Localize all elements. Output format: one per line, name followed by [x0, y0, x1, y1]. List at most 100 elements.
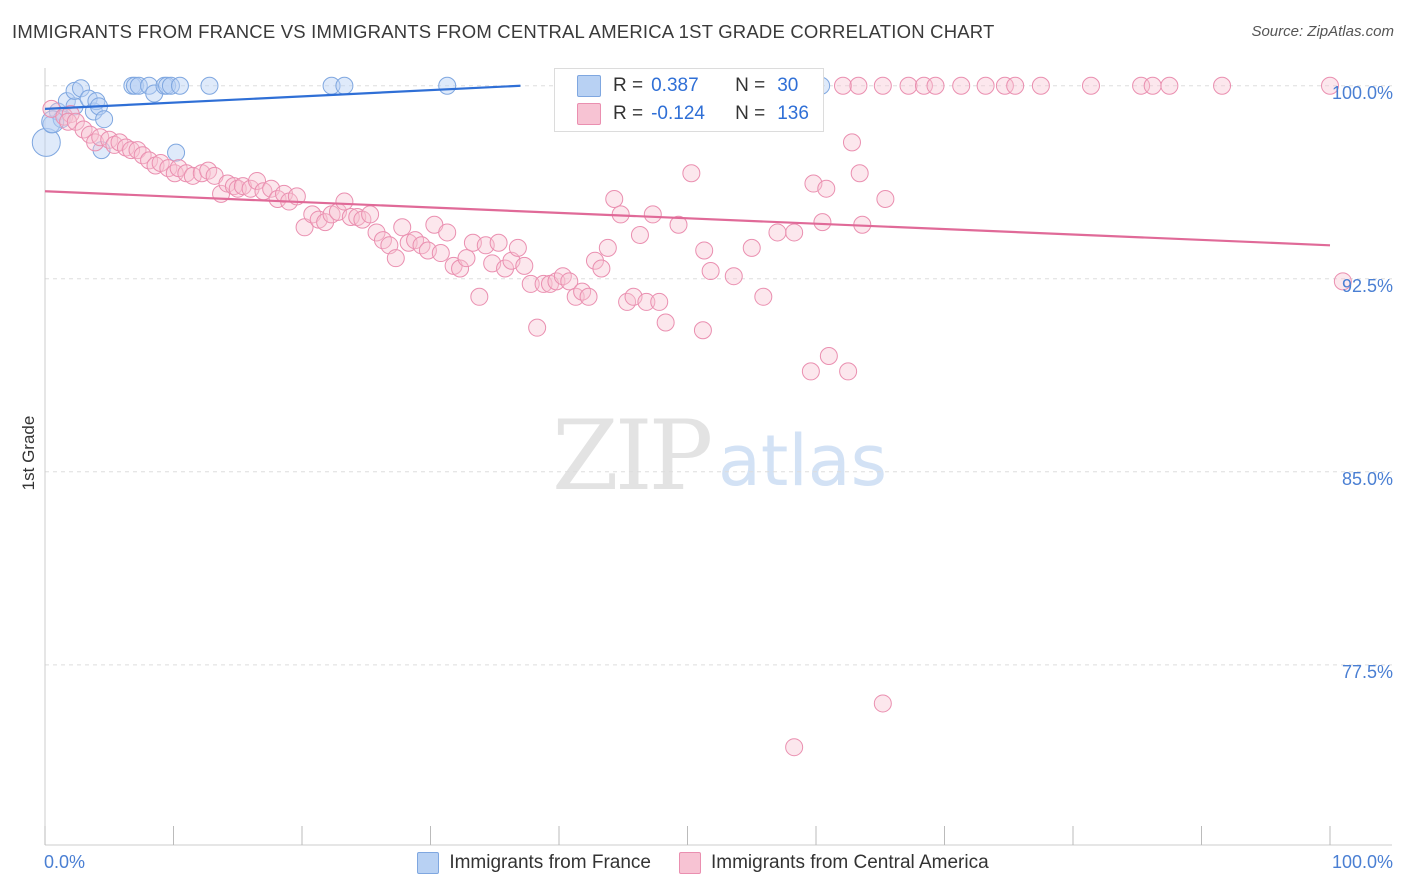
- point-central-america: [833, 76, 852, 95]
- legend-n-value: 136: [777, 103, 809, 124]
- point-central-america: [560, 272, 579, 291]
- legend-r-label: R =: [613, 103, 644, 124]
- point-central-america: [899, 76, 918, 95]
- point-central-america: [228, 179, 247, 198]
- point-france: [71, 79, 90, 98]
- correlation-legend: R = 0.387 N = 30 R = -0.124 N = 136: [554, 68, 824, 132]
- point-central-america: [842, 133, 861, 152]
- point-france: [170, 76, 189, 95]
- point-central-america: [876, 189, 895, 208]
- watermark-zip: ZIP: [552, 400, 713, 512]
- point-central-america: [952, 76, 971, 95]
- legend-swatch-central-america: [577, 103, 601, 125]
- point-central-america: [1081, 76, 1100, 95]
- point-central-america: [489, 233, 508, 252]
- point-central-america: [754, 287, 773, 306]
- point-central-america: [1321, 76, 1339, 95]
- point-central-america: [579, 287, 598, 306]
- legend-swatch-france: [417, 852, 440, 874]
- point-central-america: [508, 238, 527, 257]
- point-central-america: [86, 133, 105, 152]
- point-central-america: [873, 76, 892, 95]
- point-central-america: [100, 130, 119, 149]
- y-tick-label: 92.5%: [1341, 275, 1393, 296]
- point-central-america: [1031, 76, 1050, 95]
- point-central-america: [66, 112, 85, 131]
- x-tick-label: 0.0%: [44, 852, 86, 872]
- point-central-america: [528, 318, 547, 337]
- point-france: [200, 76, 219, 95]
- trendline-central-america: [44, 190, 1331, 247]
- point-central-america: [693, 321, 712, 340]
- point-central-america: [849, 76, 868, 95]
- point-central-america: [817, 179, 836, 198]
- point-central-america: [470, 287, 489, 306]
- point-central-america: [701, 262, 720, 281]
- trendline-france: [44, 84, 521, 111]
- point-france: [125, 76, 144, 95]
- y-tick-label: 100.0%: [1331, 82, 1393, 103]
- y-tick-label: 85.0%: [1341, 468, 1393, 489]
- point-central-america: [361, 205, 380, 224]
- point-france: [167, 143, 186, 162]
- legend-label-central-america: Immigrants from Central America: [710, 852, 989, 873]
- point-central-america: [598, 238, 617, 257]
- point-central-america: [393, 218, 412, 237]
- legend-n-label: N =: [735, 103, 766, 124]
- point-central-america: [785, 223, 804, 242]
- legend-n-value: 30: [777, 75, 799, 96]
- legend-swatch-central-america: [678, 852, 701, 874]
- point-central-america: [451, 259, 470, 278]
- point-central-america: [630, 226, 649, 245]
- point-central-america: [457, 249, 476, 268]
- point-central-america: [116, 138, 135, 157]
- point-central-america: [122, 141, 141, 160]
- point-central-america: [682, 164, 701, 183]
- point-central-america: [128, 141, 147, 160]
- point-france: [129, 76, 148, 95]
- point-central-america: [1213, 76, 1232, 95]
- point-central-america: [1006, 76, 1025, 95]
- series-legend: Immigrants from France Immigrants from C…: [0, 852, 1406, 874]
- point-central-america: [1160, 76, 1179, 95]
- legend-r-label: R =: [613, 75, 644, 96]
- legend-item-france[interactable]: Immigrants from France: [417, 852, 651, 874]
- point-central-america: [521, 274, 540, 293]
- point-france: [158, 76, 177, 95]
- point-central-america: [695, 241, 714, 260]
- point-central-america: [813, 213, 832, 232]
- legend-swatch-france: [577, 75, 601, 97]
- point-central-america: [248, 171, 267, 190]
- legend-r-value: -0.124: [651, 103, 705, 124]
- point-central-america: [1143, 76, 1162, 95]
- y-tick-label: 77.5%: [1341, 661, 1393, 682]
- source-credit: Source: ZipAtlas.com: [1251, 23, 1394, 40]
- point-central-america: [724, 267, 743, 286]
- watermark-atlas: atlas: [718, 420, 888, 502]
- point-france: [335, 76, 354, 95]
- point-central-america: [650, 292, 669, 311]
- point-central-america: [515, 256, 534, 275]
- point-central-america: [643, 205, 662, 224]
- point-central-america: [637, 292, 656, 311]
- point-central-america: [801, 362, 820, 381]
- point-central-america: [431, 244, 450, 263]
- point-central-america: [785, 738, 804, 757]
- point-central-america: [585, 251, 604, 270]
- legend-item-central-america[interactable]: Immigrants from Central America: [678, 852, 989, 874]
- point-central-america: [367, 223, 386, 242]
- legend-row-france: R = 0.387 N = 30: [577, 73, 798, 99]
- point-france: [31, 127, 61, 157]
- point-france: [438, 76, 457, 95]
- point-central-america: [605, 189, 624, 208]
- point-central-america: [316, 213, 335, 232]
- point-central-america: [1333, 272, 1352, 291]
- point-central-america: [59, 112, 78, 131]
- point-central-america: [335, 192, 354, 211]
- point-central-america: [386, 249, 405, 268]
- point-central-america: [995, 76, 1014, 95]
- point-central-america: [669, 215, 688, 234]
- legend-r-value: 0.387: [651, 75, 699, 96]
- point-central-america: [438, 223, 457, 242]
